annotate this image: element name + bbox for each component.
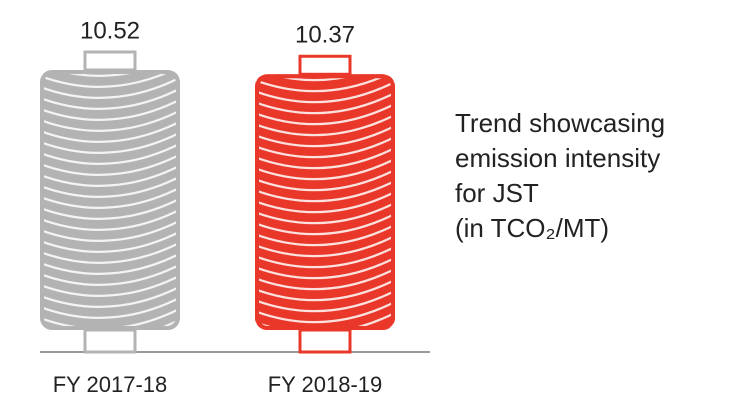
threads — [35, 70, 185, 362]
thread — [40, 129, 180, 154]
thread — [255, 89, 395, 115]
chart-title: Trend showcasing — [455, 108, 665, 138]
spool-outline — [40, 70, 180, 330]
thread — [40, 316, 180, 330]
spool — [35, 50, 185, 362]
thread — [35, 339, 185, 362]
thread — [255, 188, 395, 214]
thread — [40, 272, 180, 297]
thread — [255, 298, 395, 324]
thread — [40, 261, 180, 286]
thread — [40, 250, 180, 275]
thread — [40, 173, 180, 198]
x-tick-label: FY 2018-19 — [268, 372, 383, 397]
thread — [255, 155, 395, 181]
thread — [40, 184, 180, 209]
thread — [40, 118, 180, 143]
spool-cap — [83, 328, 137, 354]
thread — [40, 107, 180, 132]
thread — [40, 140, 180, 165]
thread — [255, 199, 395, 225]
thread — [40, 239, 180, 264]
thread — [255, 144, 395, 170]
thread — [255, 166, 395, 192]
thread — [255, 74, 395, 82]
spool-outline — [255, 74, 395, 330]
thread — [255, 78, 395, 104]
thread — [40, 74, 180, 99]
thread — [40, 294, 180, 319]
thread — [255, 177, 395, 203]
thread — [255, 243, 395, 269]
thread — [255, 265, 395, 291]
thread — [40, 228, 180, 253]
thread — [250, 343, 400, 366]
thread — [255, 133, 395, 159]
chart-title: for JST — [455, 178, 539, 208]
thread — [40, 162, 180, 187]
thread — [255, 122, 395, 148]
thread — [40, 206, 180, 231]
spool-cap — [298, 328, 352, 354]
thread — [40, 85, 180, 110]
thread — [40, 195, 180, 220]
thread — [40, 283, 180, 308]
chart-title: (in TCO₂/MT) — [455, 213, 609, 243]
thread — [255, 221, 395, 247]
thread — [40, 70, 180, 77]
thread — [255, 100, 395, 126]
spool — [250, 54, 400, 366]
thread — [255, 254, 395, 280]
value-label: 10.52 — [80, 17, 140, 44]
thread — [255, 210, 395, 236]
thread — [255, 276, 395, 302]
value-label: 10.37 — [295, 22, 355, 49]
thread — [255, 232, 395, 258]
spool-cap — [83, 50, 137, 72]
spool-cap — [298, 54, 352, 76]
x-tick-label: FY 2017-18 — [53, 372, 168, 397]
thread — [40, 217, 180, 242]
chart-title: emission intensity — [455, 143, 660, 173]
thread — [40, 151, 180, 176]
thread — [255, 287, 395, 313]
thread — [255, 111, 395, 137]
thread — [40, 96, 180, 121]
